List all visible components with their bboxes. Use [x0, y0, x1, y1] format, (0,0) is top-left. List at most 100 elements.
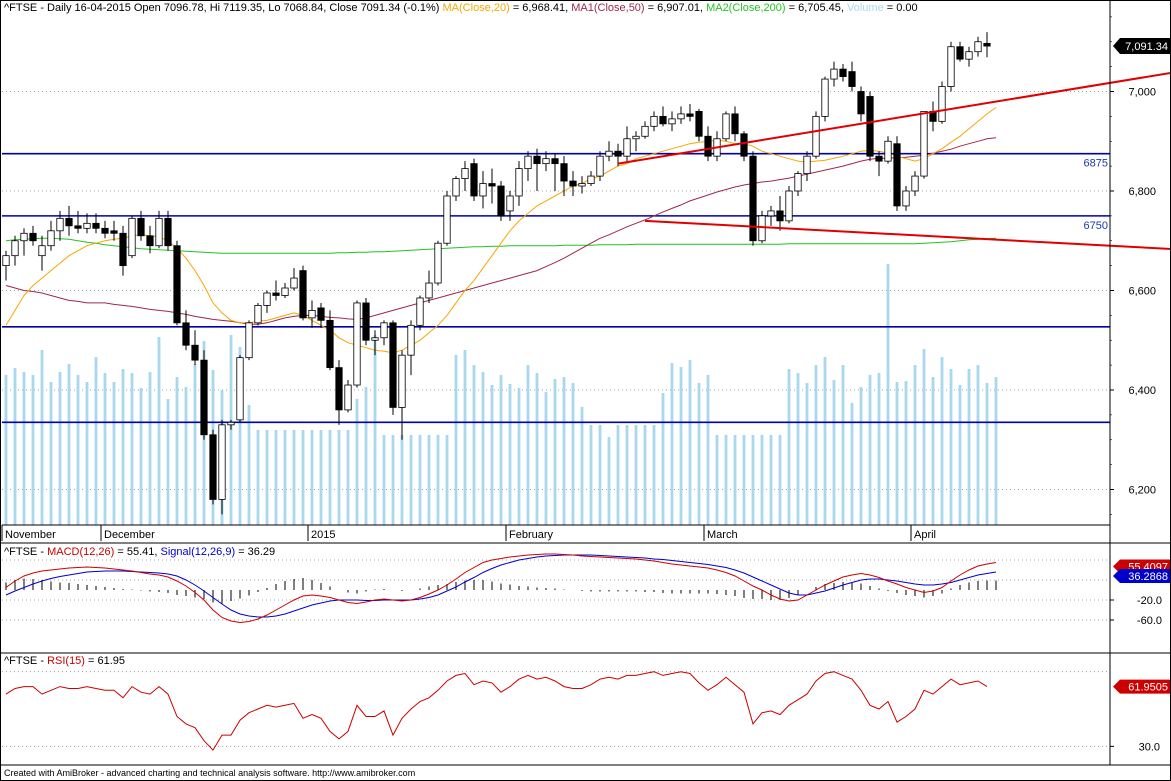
volume-bar [499, 375, 503, 525]
rsi-pane[interactable]: 30.0 61.9505 [2, 671, 1170, 754]
volume-bar [724, 435, 728, 525]
volume-bar [841, 365, 845, 525]
volume-bar [913, 365, 917, 525]
x-axis-label: 2015 [311, 529, 335, 541]
price-axis-label: 6,200 [1128, 485, 1156, 497]
candle-up [632, 135, 640, 140]
candle-up [506, 195, 514, 212]
volume-bar [940, 357, 944, 525]
candle-down [749, 155, 757, 242]
price-pane[interactable]: 7,000 6,800 6,600 6,400 6,200 6875 6750 Novembe… [1, 16, 1171, 541]
macd-axis-label: -20.0 [1137, 595, 1162, 607]
volume-bar [553, 379, 557, 525]
candle-down [209, 434, 217, 500]
price-axis-label: 6,400 [1128, 385, 1156, 397]
volume-bar [436, 435, 440, 525]
candle-up [11, 240, 19, 257]
volume-bar [769, 435, 773, 525]
volume-bar [319, 430, 323, 525]
candle-up [722, 113, 730, 140]
candle-up [218, 424, 226, 500]
candle-up [56, 217, 64, 232]
ma200-line [5, 237, 997, 254]
candle-down [569, 180, 577, 187]
candle-down [74, 225, 82, 229]
candle-up [515, 168, 523, 197]
volume-bar [301, 430, 305, 525]
volume-bar [985, 383, 989, 525]
price-header-text: ^FTSE - Daily 16-04-2015 Open 7096.78, H… [4, 2, 440, 14]
volume-bar [517, 388, 521, 525]
volume-bar [4, 375, 8, 525]
candle-up [38, 245, 46, 257]
candle-down [326, 319, 334, 369]
candle-up [452, 178, 460, 197]
volume-bar [805, 383, 809, 525]
horizontal-level-label: 6750 [1084, 220, 1108, 232]
volume-bar [184, 387, 188, 525]
signal-value-badge [1113, 569, 1170, 583]
rsi-value-badge-label: 61.9505 [1128, 682, 1168, 694]
candle-up [785, 190, 793, 222]
volume-bar [868, 375, 872, 525]
volume-bar [427, 435, 431, 525]
volume-bar [544, 392, 548, 525]
candle-down [65, 217, 73, 227]
volume-bar [121, 369, 125, 525]
volume-bar [526, 365, 530, 525]
price-pane-header: ^FTSE - Daily 16-04-2015 Open 7096.78, H… [4, 2, 918, 14]
volume-bar [274, 430, 278, 525]
candle-up [920, 111, 928, 177]
candle-down [983, 42, 991, 47]
volume-bar [292, 430, 296, 525]
volume-bar [616, 425, 620, 525]
ma50-value: = 6,907.01, [644, 2, 707, 14]
candle-down [335, 367, 343, 411]
volume-bar [634, 425, 638, 525]
ma50-line [5, 137, 997, 325]
candle-down [488, 183, 496, 187]
macd-line [5, 553, 997, 624]
volume-bar [400, 435, 404, 525]
volume-bar [364, 387, 368, 525]
volume-bar [157, 337, 161, 525]
candle-down [839, 68, 847, 77]
volume-bar [58, 372, 62, 525]
volume-bar [661, 393, 665, 525]
macd-signal-line [5, 554, 997, 618]
candle-down [776, 210, 784, 222]
candle-up [344, 384, 352, 411]
volume-bar [130, 373, 134, 525]
candle-up [812, 115, 820, 157]
candle-down [389, 322, 397, 408]
volume-bar [22, 372, 26, 525]
volume-bar [148, 372, 152, 525]
candle-down [848, 71, 856, 87]
candle-up [650, 115, 658, 127]
candle-down [560, 163, 568, 182]
ma200-value: = 6,705.45, [785, 2, 848, 14]
volume-bar [445, 435, 449, 525]
candle-down [497, 185, 505, 217]
candle-up [227, 421, 235, 426]
horizontal-level-label: 6875 [1084, 158, 1108, 170]
candle-down [173, 245, 181, 324]
candle-up [461, 168, 469, 179]
volume-bar [418, 435, 422, 525]
volume-bar [967, 369, 971, 525]
ma20-value: = 6,968.41, [509, 2, 572, 14]
rsi-header-prefix: ^FTSE - [4, 655, 48, 667]
candle-up [353, 302, 361, 386]
trend-line [617, 71, 1171, 165]
volume-bar [832, 380, 836, 525]
price-axis-label: 7,000 [1128, 87, 1156, 99]
candle-up [605, 150, 613, 157]
last-price-badge [1113, 38, 1170, 55]
volume-bar [193, 364, 197, 525]
volume-bar [652, 425, 656, 525]
volume-bar [31, 375, 35, 525]
volume-bar [697, 383, 701, 525]
